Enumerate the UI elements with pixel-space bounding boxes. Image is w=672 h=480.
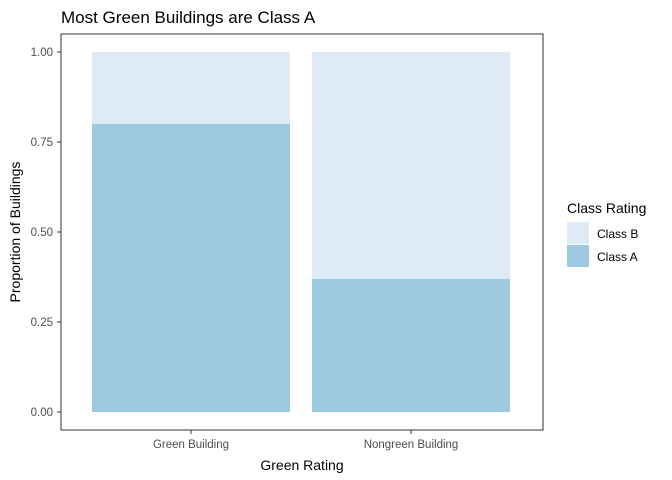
y-tick-label: 0.25	[31, 317, 53, 329]
y-tick-label: 0.00	[31, 407, 53, 419]
bars-group	[92, 52, 510, 412]
y-tick-label: 1.00	[31, 47, 53, 59]
legend: Class Rating Class B Class A	[567, 200, 646, 267]
y-axis: 0.00 0.25 0.50 0.75 1.00	[31, 47, 61, 419]
y-tick-label: 0.75	[31, 137, 53, 149]
y-axis-title: Proportion of Buildings	[7, 162, 23, 303]
bar-class-b-2	[312, 52, 510, 279]
bar-class-a-1	[92, 124, 290, 412]
y-tick-label: 0.50	[31, 227, 53, 239]
bar-class-a-2	[312, 278, 510, 412]
x-tick-label: Nongreen Building	[364, 439, 459, 451]
legend-key-class-a	[567, 245, 589, 267]
x-axis: Green Building Nongreen Building	[153, 430, 458, 451]
legend-label-class-a: Class A	[597, 250, 638, 264]
legend-label-class-b: Class B	[597, 227, 638, 241]
legend-key-class-b	[567, 222, 589, 244]
x-axis-title: Green Rating	[260, 457, 343, 473]
x-tick-label: Green Building	[153, 439, 229, 451]
chart-title: Most Green Buildings are Class A	[61, 8, 316, 27]
bar-class-b-1	[92, 52, 290, 124]
legend-title: Class Rating	[567, 200, 646, 216]
